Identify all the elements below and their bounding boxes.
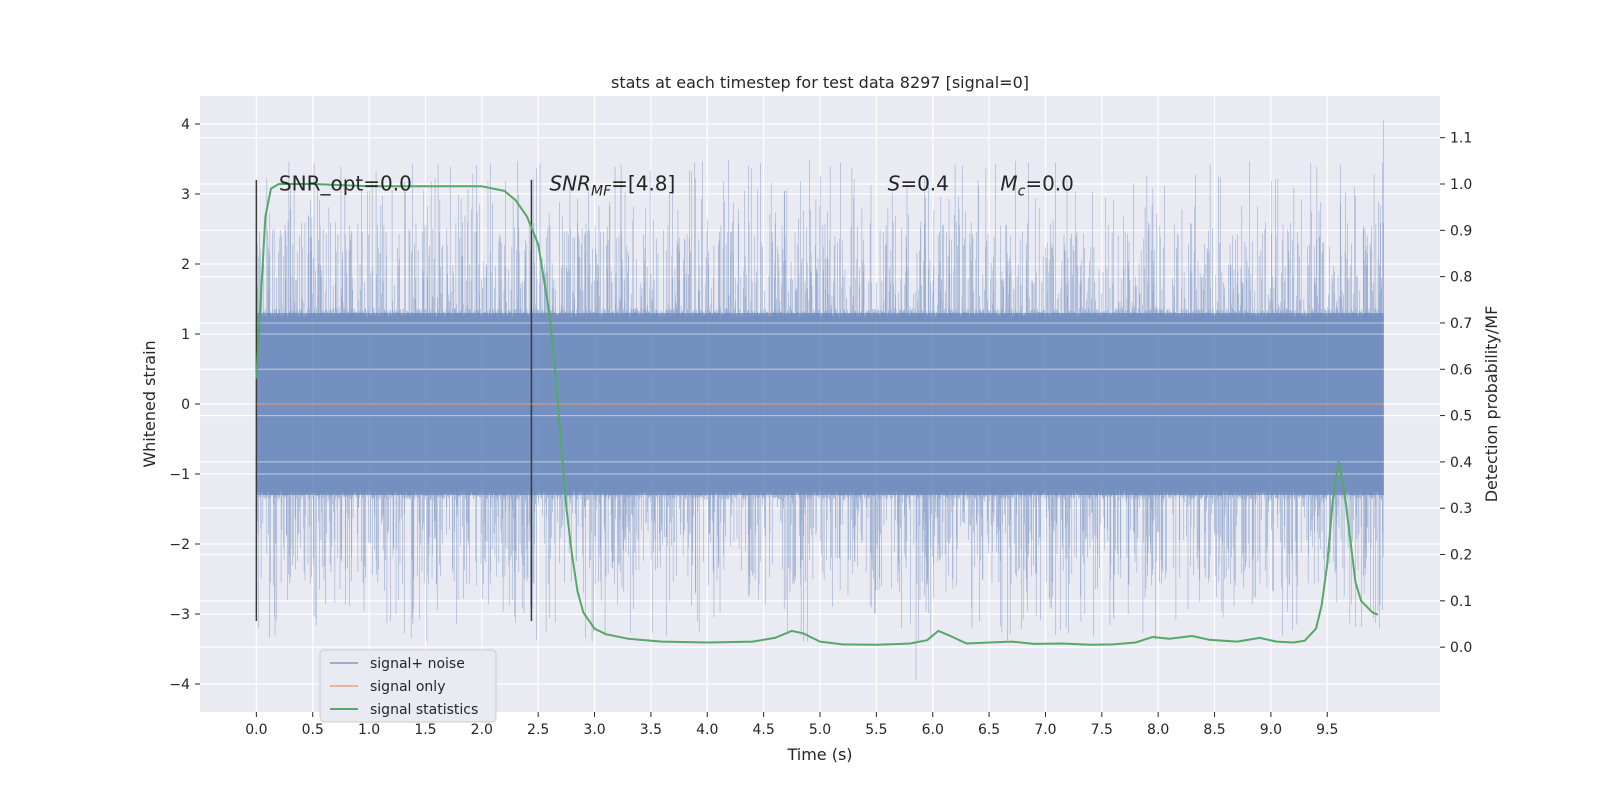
y-right-tick-label-7: 0.7 — [1450, 316, 1472, 332]
annotation-s-value: S=0.4 — [888, 172, 949, 196]
y-left-tick-label-6: 2 — [181, 257, 190, 273]
signal-statistics-line — [255, 183, 1379, 646]
x-tick-label-2: 1.0 — [358, 722, 380, 738]
y-right-tick-label-9: 0.9 — [1450, 223, 1472, 239]
y-left-tick-label-1: −3 — [169, 607, 190, 623]
x-tick-label-15: 7.5 — [1091, 722, 1113, 738]
x-tick-label-16: 8.0 — [1147, 722, 1169, 738]
y-right-tick-label-8: 0.8 — [1450, 270, 1472, 286]
y-right-tick-label-6: 0.6 — [1450, 362, 1472, 378]
x-tick-label-10: 5.0 — [809, 722, 831, 738]
x-tick-label-13: 6.5 — [978, 722, 1000, 738]
y-right-tick-label-2: 0.2 — [1450, 548, 1472, 564]
y-left-tick-label-3: −1 — [169, 467, 190, 483]
y-left-tick-label-0: −4 — [169, 677, 190, 693]
y-axis-label-right: Detection probability/MF — [1482, 306, 1501, 503]
y-left-tick-label-5: 1 — [181, 327, 190, 343]
legend-label-signal-noise: signal+ noise — [370, 656, 465, 672]
x-tick-label-5: 2.5 — [527, 722, 549, 738]
y-right-tick-label-0: 0.0 — [1450, 640, 1472, 656]
x-tick-label-11: 5.5 — [865, 722, 887, 738]
annotation-snr-mf: SNRMF=[4.8] — [549, 172, 675, 200]
x-tick-label-9: 4.5 — [753, 722, 775, 738]
x-tick-label-1: 0.5 — [302, 722, 324, 738]
chart-title: stats at each timestep for test data 829… — [611, 73, 1029, 92]
x-tick-label-17: 8.5 — [1203, 722, 1225, 738]
y-left-tick-label-7: 3 — [181, 187, 190, 203]
y-right-tick-label-10: 1.0 — [1450, 177, 1472, 193]
x-tick-label-19: 9.5 — [1316, 722, 1338, 738]
annotation-mc-value: Mc=0.0 — [1000, 172, 1074, 200]
y-left-tick-label-4: 0 — [181, 397, 190, 413]
y-right-tick-label-1: 0.1 — [1450, 594, 1472, 610]
y-right-tick-label-5: 0.5 — [1450, 409, 1472, 425]
x-tick-label-6: 3.0 — [583, 722, 605, 738]
x-tick-label-8: 4.0 — [696, 722, 718, 738]
y-axis-label-left: Whitened strain — [140, 340, 159, 467]
y-right-tick-label-3: 0.3 — [1450, 501, 1472, 517]
annotation-snr-opt: SNR_opt=0.0 — [279, 172, 412, 196]
x-tick-label-18: 9.0 — [1260, 722, 1282, 738]
y-left-tick-label-2: −2 — [169, 537, 190, 553]
x-tick-label-3: 1.5 — [414, 722, 436, 738]
legend-label-signal-statistics: signal statistics — [370, 702, 478, 718]
y-left-tick-label-8: 4 — [181, 117, 190, 133]
legend: signal+ noise signal only signal statist… — [319, 649, 497, 723]
y-right-tick-label-4: 0.4 — [1450, 455, 1472, 471]
x-tick-label-14: 7.0 — [1034, 722, 1056, 738]
legend-label-signal-only: signal only — [370, 679, 445, 695]
x-tick-label-0: 0.0 — [245, 722, 267, 738]
x-tick-label-4: 2.0 — [471, 722, 493, 738]
x-tick-label-12: 6.0 — [922, 722, 944, 738]
tick-labels: 0.0 0.5 1.0 1.5 2.0 2.5 3.0 3.5 4.0 4.5 5.0 5.5 6.0 6… — [169, 117, 1472, 738]
annotations: SNR_opt=0.0 SNRMF=[4.8] S=0.4 Mc=0.0 — [279, 172, 1074, 200]
legend-box — [319, 649, 497, 723]
x-tick-label-7: 3.5 — [640, 722, 662, 738]
x-axis-label: Time (s) — [786, 745, 852, 764]
line-series — [255, 183, 1384, 646]
y-right-tick-label-11: 1.1 — [1450, 131, 1472, 147]
vertical-markers — [255, 180, 533, 621]
